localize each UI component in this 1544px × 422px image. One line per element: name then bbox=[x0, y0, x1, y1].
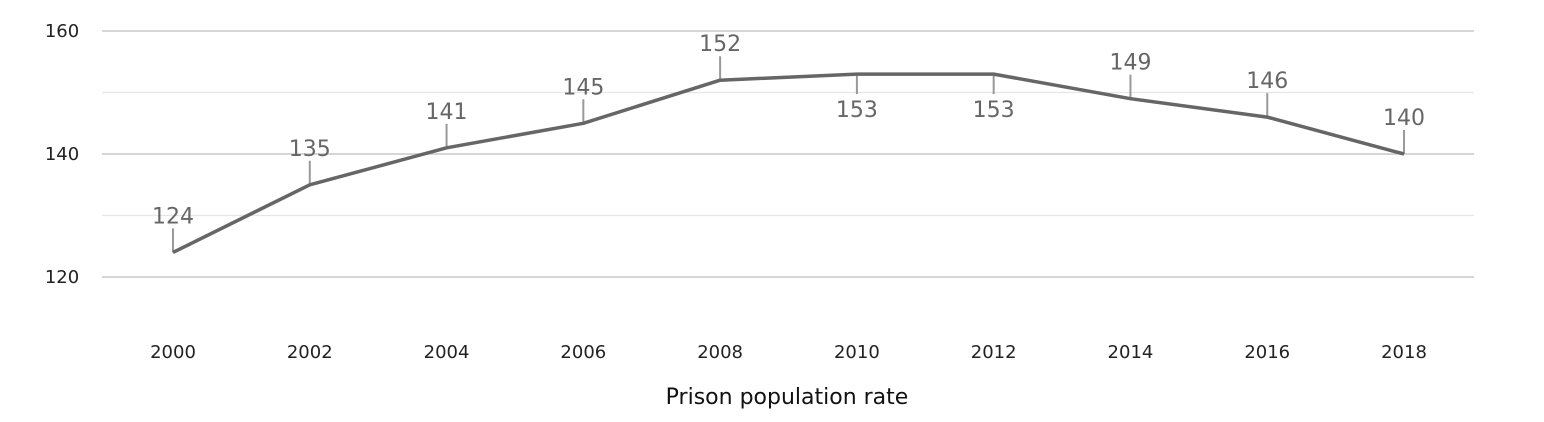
x-tick-label: 2018 bbox=[1381, 342, 1427, 363]
grid-lines bbox=[102, 30, 1474, 278]
data-label: 153 bbox=[973, 98, 1015, 123]
data-label: 153 bbox=[836, 98, 878, 123]
y-tick-label: 160 bbox=[45, 21, 79, 42]
series-line bbox=[172, 72, 1405, 254]
x-tick-label: 2010 bbox=[834, 342, 880, 363]
data-label: 152 bbox=[699, 32, 741, 57]
data-label: 124 bbox=[152, 204, 194, 229]
x-tick-label: 2000 bbox=[150, 342, 196, 363]
data-label: 149 bbox=[1109, 51, 1151, 76]
x-tick-label: 2002 bbox=[287, 342, 333, 363]
x-tick-label: 2016 bbox=[1244, 342, 1290, 363]
x-tick-label: 2008 bbox=[697, 342, 743, 363]
x-axis-title: Prison population rate bbox=[666, 385, 909, 410]
y-tick-label: 120 bbox=[45, 267, 79, 288]
x-tick-label: 2012 bbox=[971, 342, 1017, 363]
x-axis-tick-labels: 2000 2002 2004 2006 2008 2010 2012 2014 2016 2018 bbox=[150, 342, 1427, 363]
data-label: 141 bbox=[426, 100, 468, 125]
data-labels: 124 135 141 145 152 153 153 149 146 140 bbox=[152, 32, 1425, 229]
data-label: 145 bbox=[562, 75, 604, 100]
y-axis-tick-labels: 120 140 160 bbox=[45, 21, 79, 288]
x-tick-label: 2006 bbox=[560, 342, 606, 363]
y-tick-label: 140 bbox=[45, 144, 79, 165]
data-label: 140 bbox=[1383, 106, 1425, 131]
data-label-leaders bbox=[172, 56, 1406, 253]
data-label: 135 bbox=[289, 137, 331, 162]
x-tick-label: 2004 bbox=[424, 342, 470, 363]
x-tick-label: 2014 bbox=[1108, 342, 1154, 363]
data-label: 146 bbox=[1246, 69, 1288, 94]
